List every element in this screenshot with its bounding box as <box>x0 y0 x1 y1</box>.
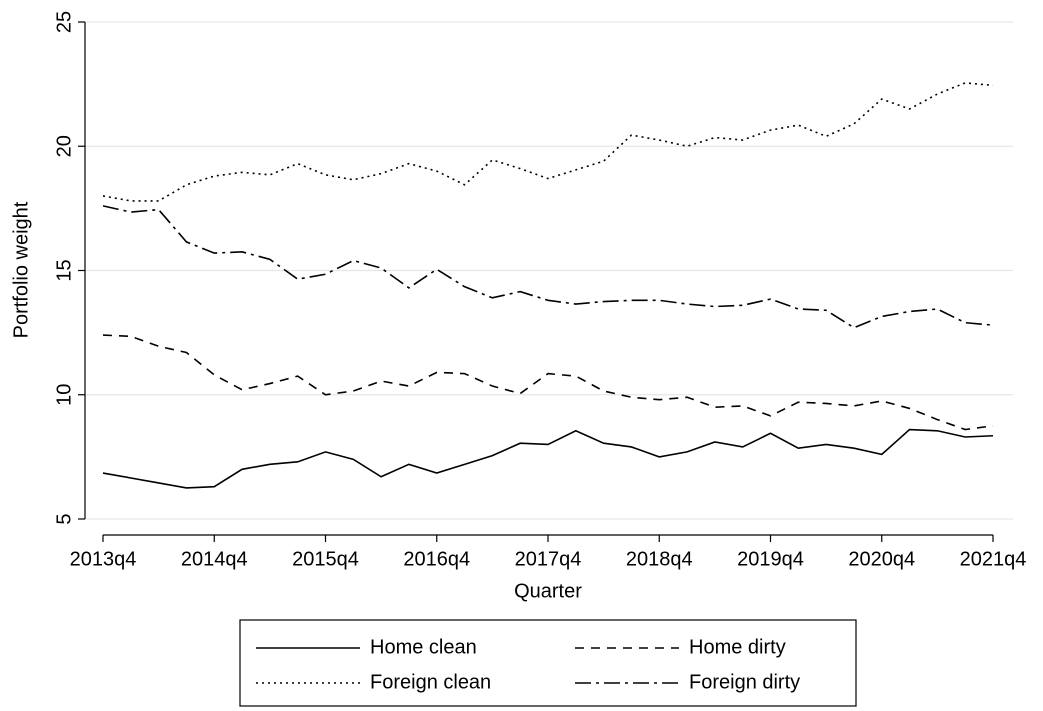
y-axis-label: Portfolio weight <box>10 201 32 338</box>
x-tick-label: 2013q4 <box>70 548 137 570</box>
legend-label: Home dirty <box>689 636 786 658</box>
x-tick-label: 2020q4 <box>848 548 915 570</box>
series-line <box>102 428 994 489</box>
legend-label: Foreign clean <box>370 671 491 693</box>
x-tick-label: 2019q4 <box>737 548 804 570</box>
x-tick-label: 2021q4 <box>960 548 1027 570</box>
series-line <box>102 82 994 202</box>
legend-box <box>239 619 857 707</box>
series-line <box>102 334 994 431</box>
y-tick-label: 10 <box>53 384 75 406</box>
y-tick-label: 20 <box>53 135 75 157</box>
x-tick-label: 2015q4 <box>292 548 359 570</box>
x-tick-label: 2017q4 <box>515 548 582 570</box>
y-tick-label: 5 <box>53 513 75 524</box>
x-tick-label: 2018q4 <box>626 548 693 570</box>
x-axis-label: Quarter <box>514 580 582 602</box>
y-tick-label: 25 <box>53 11 75 33</box>
series-line <box>102 205 994 329</box>
x-tick-label: 2014q4 <box>181 548 248 570</box>
x-tick-label: 2016q4 <box>403 548 470 570</box>
y-tick-label: 15 <box>53 259 75 281</box>
legend-label: Home clean <box>370 636 477 658</box>
legend-label: Foreign dirty <box>689 671 800 693</box>
